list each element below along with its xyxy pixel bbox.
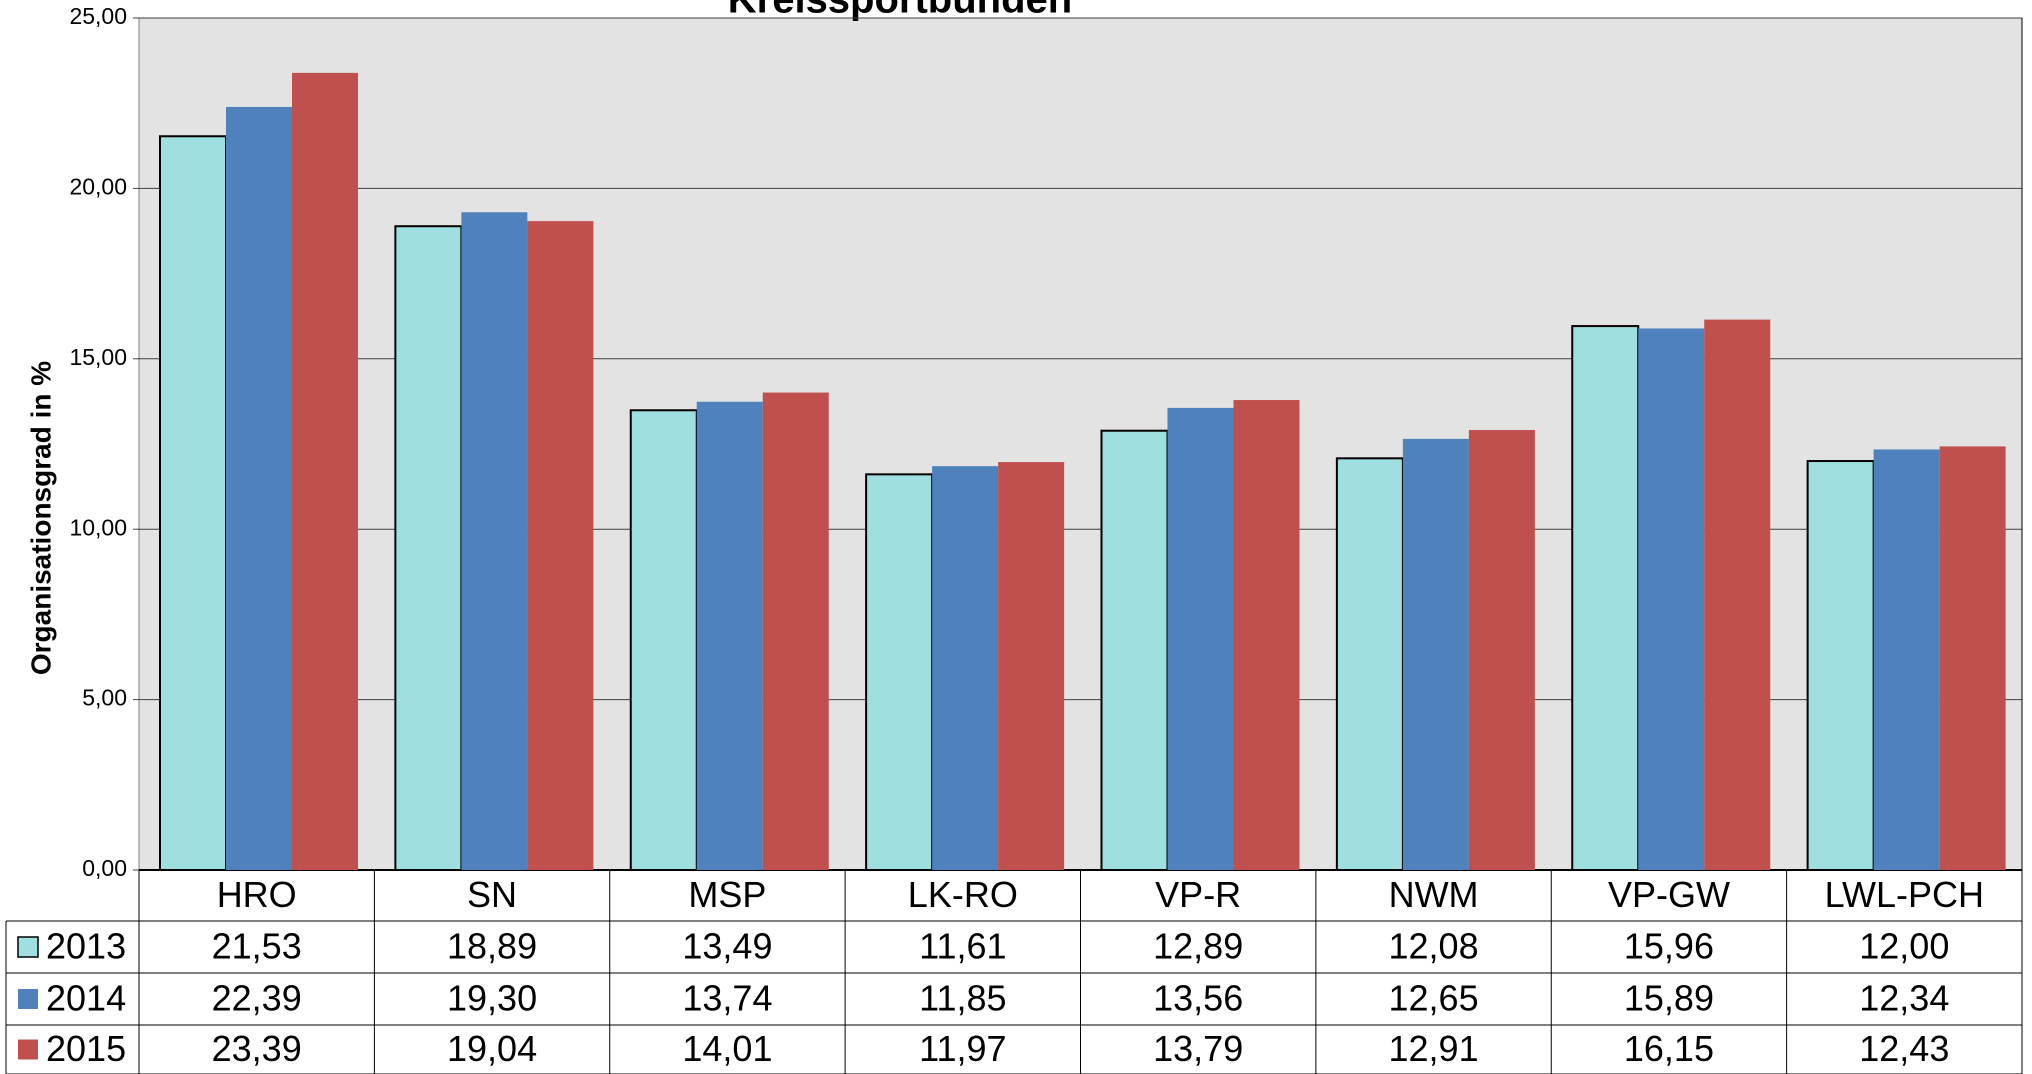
legend-swatch xyxy=(18,989,38,1009)
bar xyxy=(1402,438,1469,870)
data-label: 11,85 xyxy=(919,978,1006,1019)
bar xyxy=(762,392,829,870)
data-label: 19,30 xyxy=(447,978,537,1019)
x-tick-label: NWM xyxy=(1389,874,1479,915)
data-label: 22,39 xyxy=(212,978,302,1019)
data-label: 13,74 xyxy=(682,978,772,1019)
y-tick-label: 10,00 xyxy=(69,514,127,540)
bar xyxy=(1468,430,1535,870)
data-label: 12,89 xyxy=(1153,926,1243,967)
legend-label: 2015 xyxy=(46,1028,126,1069)
data-label: 12,34 xyxy=(1859,978,1949,1019)
bar xyxy=(1233,400,1300,870)
data-label: 11,97 xyxy=(919,1028,1006,1069)
data-label: 14,01 xyxy=(682,1028,772,1069)
y-axis-label: Organisationsgrad in % xyxy=(25,361,56,675)
data-label: 12,91 xyxy=(1389,1028,1479,1069)
data-label: 15,96 xyxy=(1624,926,1714,967)
legend-swatch xyxy=(18,1039,38,1060)
x-tick-label: SN xyxy=(467,874,517,915)
bar xyxy=(1167,407,1234,870)
bar xyxy=(1100,429,1169,871)
bar xyxy=(461,212,528,871)
x-tick-label: HRO xyxy=(217,874,297,915)
bar xyxy=(527,221,594,870)
data-label: 11,61 xyxy=(919,926,1006,967)
bar xyxy=(1939,446,2006,870)
data-label: 13,79 xyxy=(1153,1028,1243,1069)
y-tick-label: 25,00 xyxy=(69,3,127,29)
legend-swatch xyxy=(17,936,39,958)
x-tick-label: MSP xyxy=(688,874,766,915)
bar xyxy=(394,225,463,871)
data-label: 13,56 xyxy=(1153,978,1243,1019)
data-label: 18,89 xyxy=(447,926,537,967)
data-label: 21,53 xyxy=(212,926,302,967)
data-label: 12,00 xyxy=(1859,926,1949,967)
bar xyxy=(865,473,934,871)
bar xyxy=(226,106,292,871)
bar xyxy=(1873,449,1940,870)
data-label: 16,15 xyxy=(1624,1028,1714,1069)
data-label: 19,04 xyxy=(447,1028,537,1069)
bar xyxy=(292,72,358,871)
bar xyxy=(1704,319,1771,870)
bar xyxy=(629,409,698,871)
x-tick-label: LWL-PCH xyxy=(1825,874,1984,915)
x-tick-label: LK-RO xyxy=(908,874,1018,915)
legend-label: 2014 xyxy=(46,978,126,1019)
bar xyxy=(696,401,763,870)
data-label: 12,65 xyxy=(1389,978,1479,1019)
y-tick-label: 20,00 xyxy=(69,173,127,199)
bar xyxy=(1638,328,1705,870)
bar xyxy=(932,466,999,870)
y-tick-label: 0,00 xyxy=(82,855,127,881)
bar xyxy=(998,462,1065,870)
y-tick-label: 5,00 xyxy=(82,685,127,711)
chart-title: Kreissportbünden xyxy=(728,0,1072,22)
legend-label: 2013 xyxy=(46,926,126,967)
data-label: 13,49 xyxy=(682,926,772,967)
bar xyxy=(1571,325,1640,871)
data-label: 12,08 xyxy=(1389,926,1479,967)
bar xyxy=(159,135,227,871)
x-tick-label: VP-GW xyxy=(1608,874,1730,915)
bar xyxy=(1335,457,1404,871)
data-label: 12,43 xyxy=(1859,1028,1949,1069)
bar xyxy=(1806,460,1875,871)
data-label: 15,89 xyxy=(1624,978,1714,1019)
data-label: 23,39 xyxy=(212,1028,302,1069)
x-tick-label: VP-R xyxy=(1155,874,1241,915)
y-tick-label: 15,00 xyxy=(69,344,127,370)
